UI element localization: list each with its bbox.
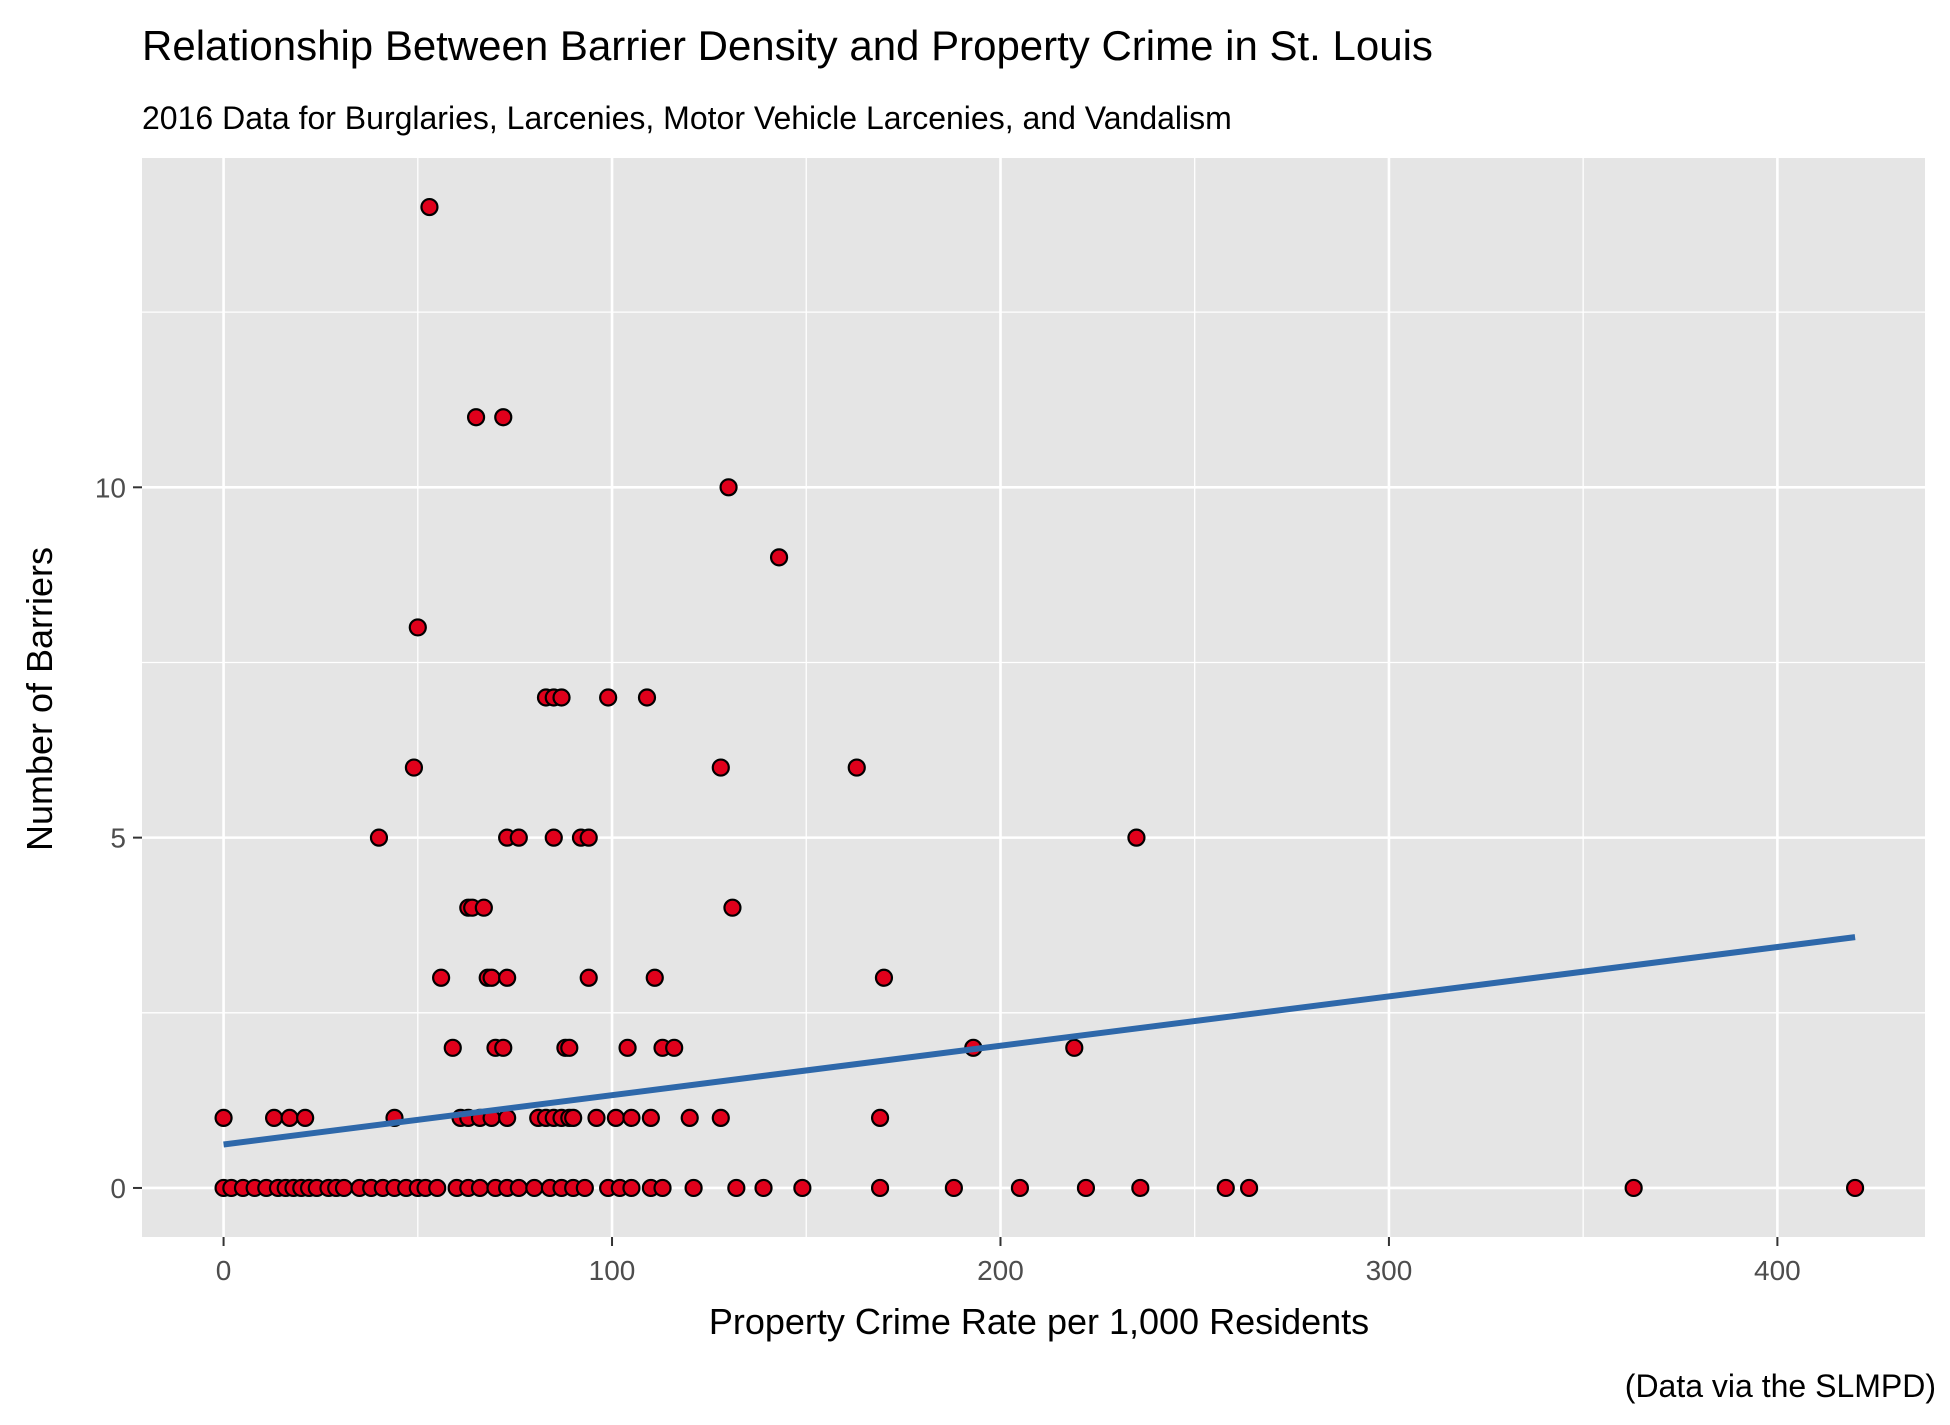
data-point — [645, 968, 664, 987]
data-source-caption: (Data via the SLMPD) — [1625, 1368, 1936, 1404]
data-point — [560, 1038, 579, 1057]
data-point — [847, 758, 866, 777]
data-point — [1076, 1178, 1096, 1198]
data-point — [769, 548, 789, 567]
data-point — [494, 1038, 513, 1057]
data-point — [1239, 1178, 1259, 1198]
data-point — [280, 1108, 299, 1127]
y-tick-label: 5 — [110, 823, 126, 854]
axis-ticks: 0 100 200 300 400 0 5 10 — [95, 472, 1801, 1286]
data-point — [754, 1178, 773, 1198]
data-point — [870, 1178, 890, 1198]
x-tick-label: 0 — [216, 1255, 232, 1286]
data-point — [552, 688, 571, 707]
data-point — [564, 1108, 583, 1127]
data-point — [944, 1178, 963, 1198]
plot-area — [142, 158, 1925, 1237]
data-point — [369, 828, 389, 847]
data-point — [637, 688, 657, 707]
data-point — [684, 1178, 703, 1198]
data-point — [622, 1178, 641, 1198]
data-point — [874, 968, 894, 987]
data-point — [498, 968, 517, 987]
data-point — [579, 828, 598, 847]
data-point — [1216, 1178, 1235, 1198]
x-axis-title: Property Crime Rate per 1,000 Residents — [709, 1301, 1369, 1342]
data-point — [1065, 1038, 1084, 1057]
data-point — [525, 1178, 544, 1198]
data-point — [665, 1038, 684, 1057]
data-point — [544, 828, 563, 847]
data-point — [470, 1178, 490, 1198]
data-point — [1127, 828, 1146, 847]
data-point — [420, 197, 439, 217]
data-point — [599, 688, 618, 707]
data-point — [432, 968, 451, 987]
x-tick-label: 100 — [589, 1255, 636, 1286]
data-point — [1624, 1178, 1643, 1198]
y-axis-title: Number of Barriers — [19, 547, 60, 851]
data-point — [443, 1038, 462, 1057]
data-point — [334, 1178, 354, 1198]
data-point — [622, 1108, 641, 1127]
data-point — [641, 1108, 660, 1127]
trend-line — [223, 934, 1856, 1148]
x-tick-label: 200 — [977, 1255, 1024, 1286]
plot-panel — [142, 158, 1925, 1237]
x-tick-label: 400 — [1754, 1255, 1801, 1286]
data-point — [711, 1108, 730, 1127]
data-point — [404, 758, 424, 777]
data-point — [214, 1108, 233, 1127]
chart-title: Relationship Between Barrier Density and… — [142, 22, 1433, 69]
data-point — [509, 828, 528, 847]
data-point — [498, 1108, 517, 1127]
data-point — [482, 968, 501, 987]
data-point — [711, 758, 730, 777]
data-point — [264, 1108, 284, 1127]
y-tick-label: 10 — [95, 472, 126, 503]
data-point — [575, 1178, 594, 1198]
y-tick-label: 0 — [110, 1173, 126, 1204]
data-point — [509, 1178, 528, 1198]
data-point — [680, 1108, 699, 1127]
data-point — [296, 1108, 315, 1127]
data-point — [1010, 1178, 1030, 1198]
chart-subtitle: 2016 Data for Burglaries, Larcenies, Mot… — [142, 100, 1232, 136]
data-point — [606, 1108, 626, 1127]
data-point — [587, 1108, 606, 1127]
data-points — [214, 197, 1865, 1198]
data-point — [474, 898, 493, 917]
data-point — [494, 408, 513, 427]
data-point — [870, 1108, 890, 1127]
data-point — [428, 1178, 447, 1198]
data-point — [723, 898, 742, 917]
data-point — [1845, 1178, 1865, 1198]
data-point — [1131, 1178, 1150, 1198]
data-point — [466, 408, 486, 427]
data-point — [408, 618, 427, 637]
data-point — [727, 1178, 746, 1198]
data-point — [793, 1178, 812, 1198]
x-tick-label: 300 — [1366, 1255, 1413, 1286]
data-point — [653, 1178, 672, 1198]
data-point — [579, 968, 598, 987]
data-point — [719, 478, 738, 497]
data-point — [618, 1038, 637, 1057]
